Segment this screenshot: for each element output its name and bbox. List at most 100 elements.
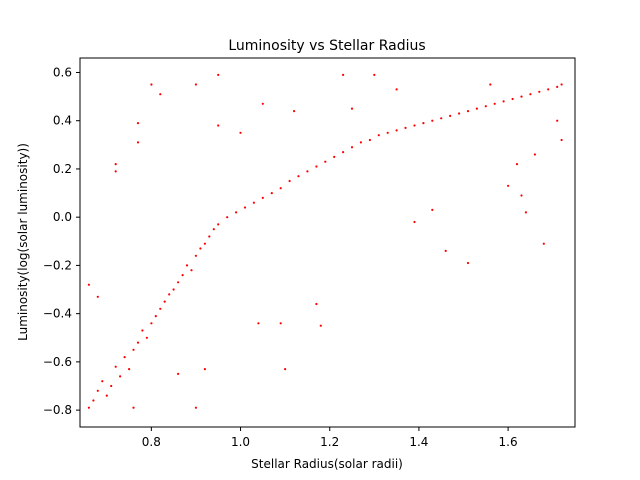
- scatter-point: [185, 264, 189, 267]
- scatter-point: [136, 122, 140, 125]
- y-tick-label: −0.2: [43, 258, 72, 272]
- scatter-point: [132, 348, 135, 351]
- scatter-point: [105, 394, 108, 397]
- scatter-point: [431, 208, 434, 211]
- scatter-point: [529, 93, 532, 96]
- scatter-point: [502, 100, 505, 103]
- scatter-point: [257, 322, 260, 325]
- y-tick-label: −0.4: [43, 307, 72, 321]
- scatter-point: [128, 368, 131, 371]
- x-tick-label: 1.2: [320, 435, 339, 449]
- scatter-point: [87, 406, 90, 409]
- scatter-point: [136, 341, 140, 344]
- scatter-point: [297, 175, 300, 178]
- scatter-point: [466, 261, 470, 265]
- scatter-point: [252, 201, 255, 204]
- scatter-point: [515, 163, 519, 166]
- scatter-point: [279, 187, 282, 190]
- scatter-point: [141, 329, 144, 332]
- scatter-point: [226, 216, 229, 219]
- scatter-point: [114, 365, 117, 368]
- chart-title: Luminosity vs Stellar Radius: [228, 38, 425, 54]
- plot-area-frame: [79, 57, 576, 428]
- scatter-point: [556, 85, 559, 88]
- scatter-point: [96, 295, 99, 298]
- scatter-point: [395, 129, 398, 132]
- scatter-point: [150, 322, 153, 325]
- scatter-point: [413, 124, 416, 127]
- x-tick-label: 0.8: [142, 435, 161, 449]
- scatter-point: [538, 90, 541, 93]
- scatter-point: [324, 160, 327, 163]
- scatter-point: [466, 110, 470, 113]
- scatter-point: [217, 223, 220, 226]
- scatter-point: [547, 88, 550, 91]
- scatter-point: [110, 384, 113, 388]
- scatter-point: [150, 83, 153, 86]
- scatter-point: [145, 336, 148, 339]
- scatter-point: [342, 73, 345, 76]
- scatter-point: [333, 155, 336, 158]
- y-axis-label: Luminosity(log(solar luminosity)): [16, 143, 30, 341]
- scatter-point: [520, 95, 523, 98]
- scatter-point: [431, 119, 434, 122]
- scatter-point: [159, 307, 162, 310]
- scatter-point: [359, 141, 362, 144]
- y-tick-label: 0.2: [53, 162, 72, 176]
- scatter-point: [368, 138, 371, 142]
- scatter-point: [413, 220, 416, 224]
- scatter-point: [373, 73, 376, 76]
- scatter-point: [404, 126, 407, 129]
- scatter-point: [560, 138, 563, 142]
- scatter-point: [136, 141, 140, 144]
- scatter-point: [560, 83, 563, 86]
- x-tick-label: 1.0: [231, 435, 250, 449]
- scatter-point: [114, 163, 117, 166]
- scatter-point: [350, 146, 354, 149]
- scatter-point: [168, 293, 171, 296]
- scatter-point: [194, 406, 197, 409]
- y-tick-label: 0.0: [53, 210, 72, 224]
- scatter-point: [261, 196, 264, 199]
- scatter-point: [159, 93, 162, 96]
- scatter-point: [172, 288, 175, 291]
- scatter-point: [511, 97, 514, 101]
- scatter-point: [306, 170, 309, 173]
- scatter-point: [132, 406, 135, 409]
- scatter-point: [524, 211, 528, 214]
- scatter-point: [92, 399, 95, 402]
- scatter-point: [342, 151, 345, 154]
- scatter-point: [181, 274, 184, 277]
- scatter-point: [319, 324, 322, 327]
- scatter-point: [279, 322, 282, 325]
- scatter-point: [542, 242, 545, 245]
- scatter-point: [217, 124, 220, 127]
- scatter-point: [199, 247, 202, 250]
- scatter-point: [177, 281, 180, 284]
- scatter-point: [101, 380, 104, 383]
- y-tick-label: 0.4: [53, 114, 72, 128]
- scatter-point: [440, 117, 443, 120]
- scatter-point: [377, 134, 380, 137]
- scatter-point: [194, 254, 197, 257]
- scatter-point: [493, 102, 496, 105]
- scatter-point: [270, 192, 273, 195]
- scatter-point: [177, 372, 180, 375]
- scatter-point: [203, 242, 206, 245]
- scatter-point: [217, 73, 220, 76]
- x-axis-label: Stellar Radius(solar radii): [251, 457, 403, 471]
- scatter-point: [449, 114, 452, 117]
- scatter-point: [208, 235, 211, 238]
- scatter-point: [475, 107, 478, 110]
- x-tick-label: 1.6: [499, 435, 518, 449]
- scatter-point: [288, 179, 291, 183]
- scatter-point: [114, 170, 117, 173]
- scatter-point: [315, 302, 318, 306]
- scatter-point: [386, 131, 389, 134]
- y-tick-label: −0.6: [43, 355, 72, 369]
- scatter-point: [190, 269, 193, 272]
- scatter-point: [261, 102, 264, 105]
- scatter-point: [123, 356, 126, 359]
